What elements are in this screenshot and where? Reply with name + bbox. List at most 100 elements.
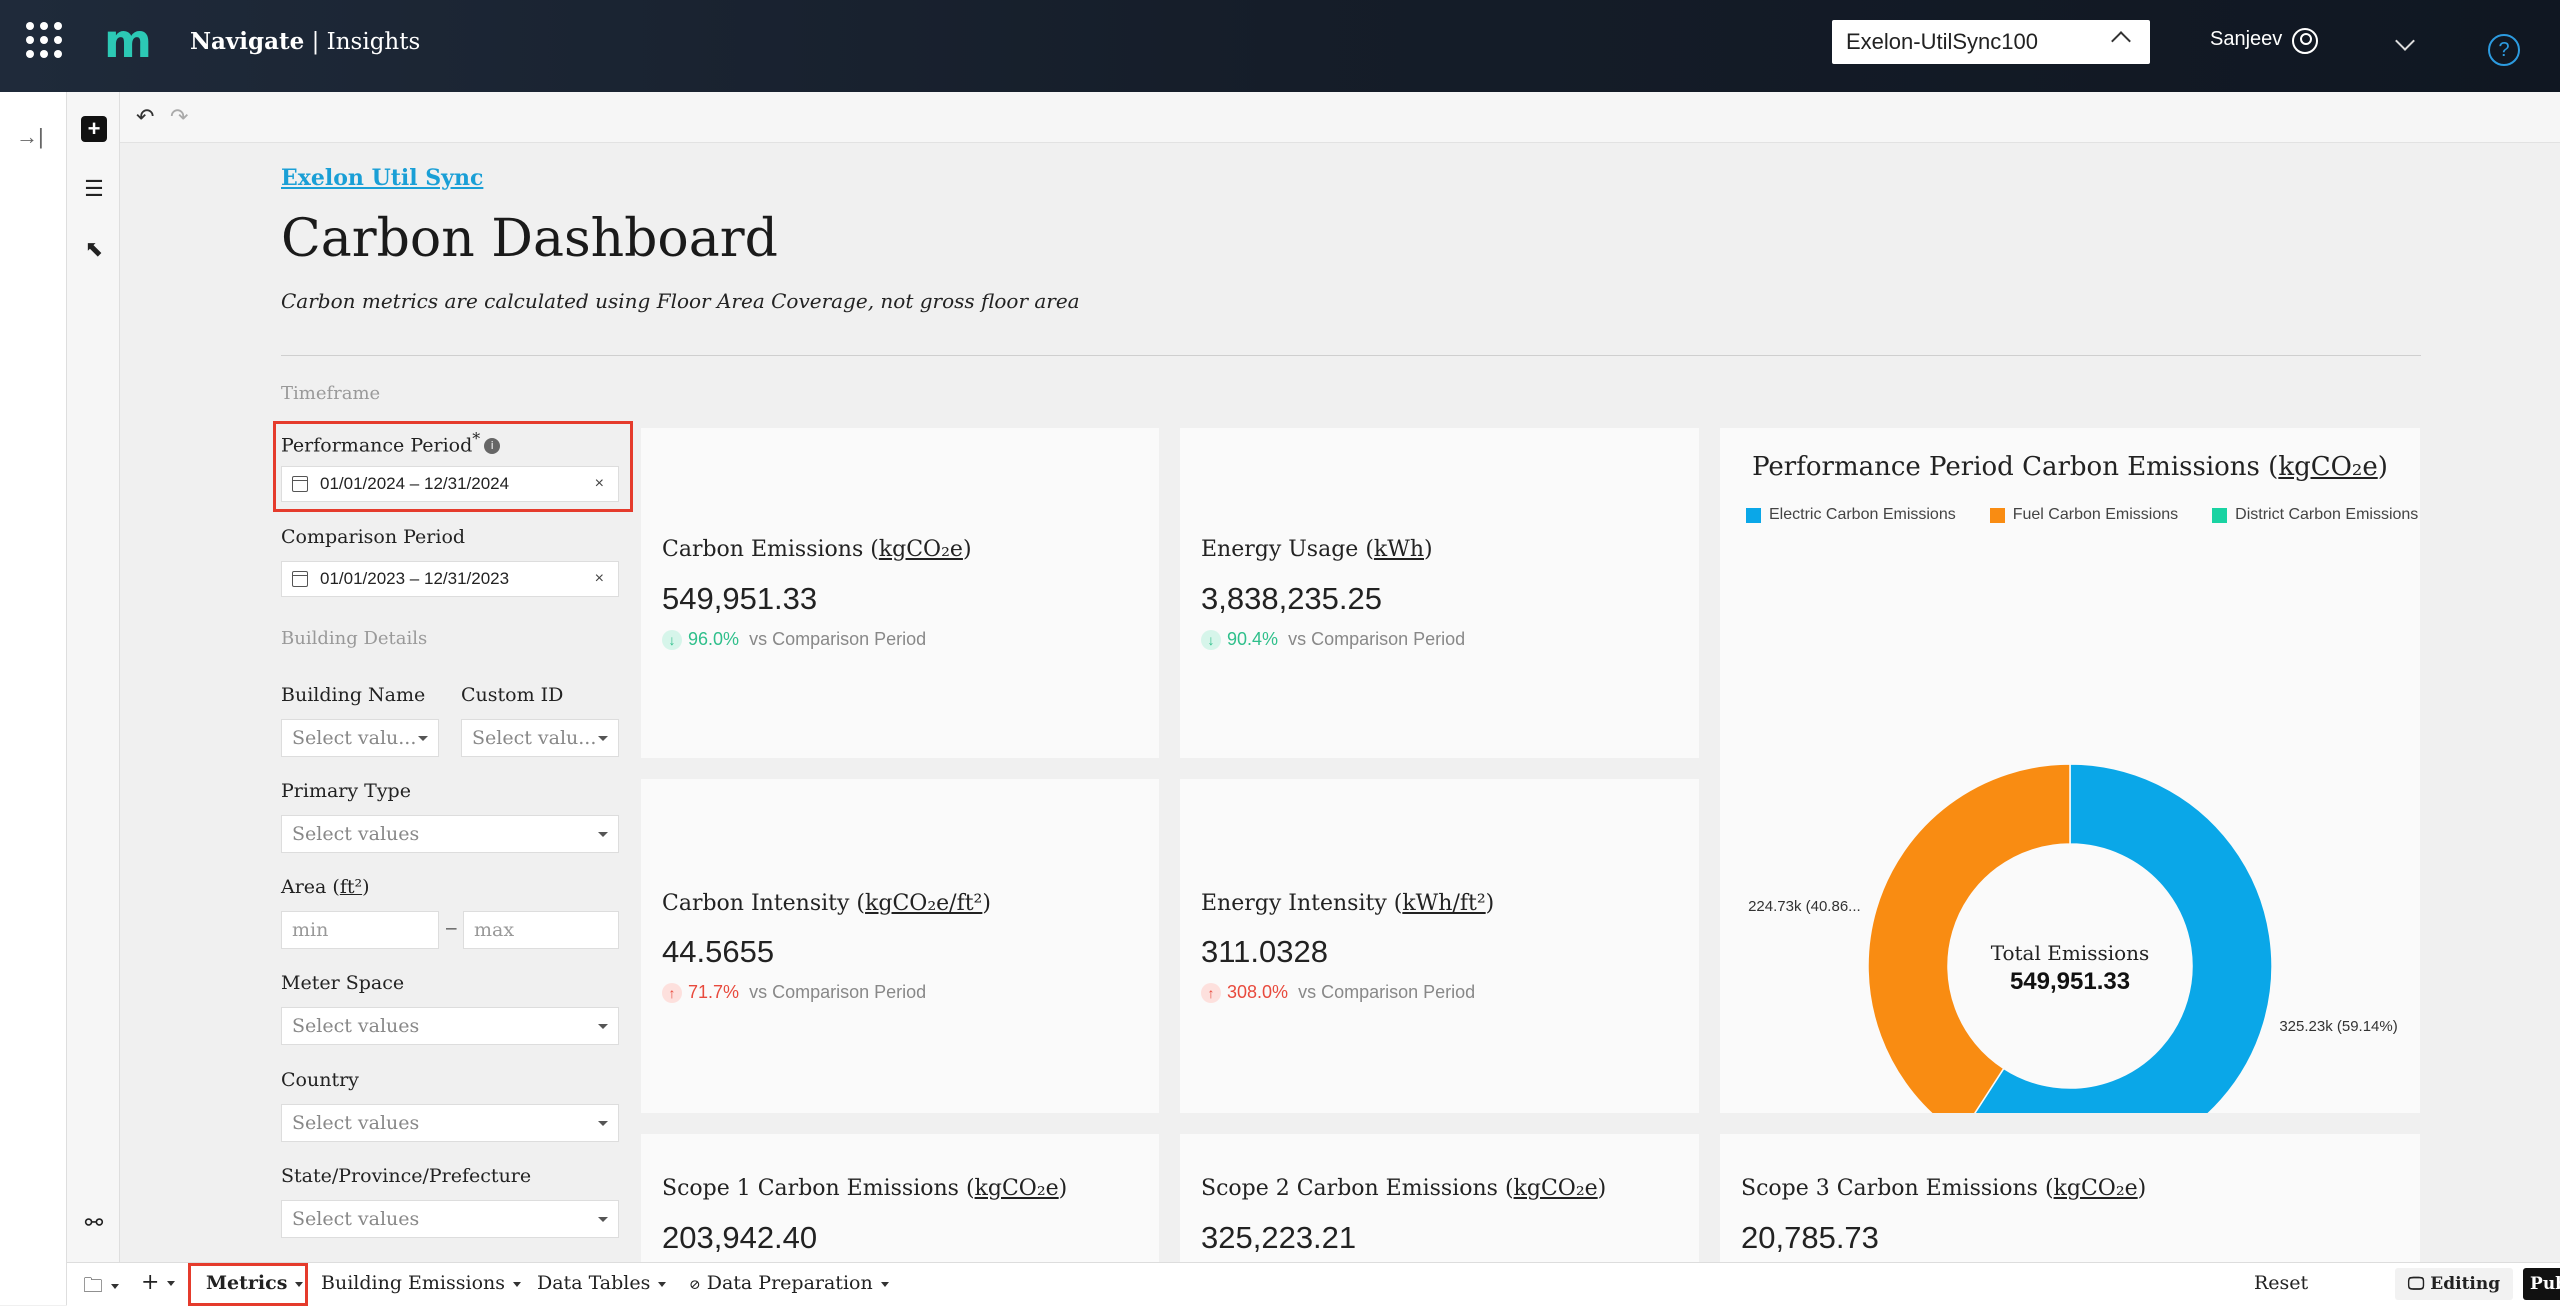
select-cursor-icon[interactable]: ⬉	[84, 236, 104, 261]
help-icon[interactable]: ?	[2488, 34, 2520, 66]
breadcrumb[interactable]: Exelon Util Sync	[281, 165, 484, 191]
arrow-down-icon: ↓	[1201, 630, 1221, 651]
clear-icon[interactable]: ×	[594, 475, 604, 492]
kpi-unit: kgCO₂e	[2053, 1176, 2138, 1201]
kpi-title-text: Energy Usage (	[1201, 537, 1374, 562]
kpi-card-scope2[interactable]: Scope 2 Carbon Emissions (kgCO₂e) 325,22…	[1180, 1134, 1699, 1262]
legend-label: District Carbon Emissions	[2235, 506, 2419, 523]
chevron-down-icon[interactable]	[2395, 31, 2415, 51]
legend-item[interactable]: Electric Carbon Emissions	[1746, 506, 1956, 524]
undo-bar: ↶ ↷	[120, 92, 2560, 143]
clear-icon[interactable]: ×	[594, 570, 604, 587]
area-min-input[interactable]: min	[281, 911, 439, 949]
donut-slice[interactable]	[1960, 763, 2273, 1113]
meter-space-select[interactable]: Select values	[281, 1007, 619, 1045]
chevron-up-icon	[2111, 31, 2131, 51]
redo-icon[interactable]: ↷	[170, 104, 189, 129]
delta-percent: 90.4%	[1227, 629, 1279, 649]
kpi-title: Energy Usage (kWh)	[1201, 537, 1433, 562]
legend-item[interactable]: District Carbon Emissions	[2212, 506, 2418, 524]
tab-data-preparation[interactable]: ⊘ Data Preparation	[689, 1272, 889, 1294]
caret-down-icon	[418, 736, 428, 741]
kpi-unit: kgCO₂e	[878, 537, 963, 562]
apps-grid-icon[interactable]	[26, 22, 62, 58]
kpi-title-text: Scope 3 Carbon Emissions (	[1741, 1176, 2054, 1201]
pages-menu-icon[interactable]: 🗀	[83, 1271, 119, 1305]
custom-id-select[interactable]: Select valu...	[461, 719, 619, 757]
donut-chart: 325.23k (59.14%) 224.73k (40.86... Total E…	[1748, 763, 2398, 1113]
kpi-unit: kWh	[1373, 537, 1425, 562]
kpi-title: Scope 3 Carbon Emissions (kgCO₂e)	[1741, 1176, 2146, 1201]
legend-label: Electric Carbon Emissions	[1769, 506, 1956, 523]
kpi-card-scope1[interactable]: Scope 1 Carbon Emissions (kgCO₂e) 203,94…	[641, 1134, 1159, 1262]
app-logo[interactable]: m	[104, 14, 152, 68]
kpi-card-energy-intensity[interactable]: Energy Intensity (kWh/ft²) 311.0328 ↑ 308…	[1180, 779, 1699, 1113]
divider	[281, 355, 2421, 356]
custom-id-label: Custom ID	[461, 684, 564, 706]
kpi-title-text: Carbon Emissions (	[662, 537, 879, 562]
caret-down-icon	[598, 1121, 608, 1126]
kpi-title-close: )	[1058, 1176, 1068, 1201]
data-lineage-icon[interactable]: ⚯	[84, 1210, 104, 1235]
kpi-card-carbon-intensity[interactable]: Carbon Intensity (kgCO₂e/ft²) 44.5655 ↑ 7…	[641, 779, 1159, 1113]
slice-label: 224.73k (40.86...	[1748, 898, 1861, 915]
chart-card-carbon-emissions[interactable]: Performance Period Carbon Emissions (kgC…	[1720, 428, 2420, 1113]
kpi-card-energy-usage[interactable]: Energy Usage (kWh) 3,838,235.25 ↓ 90.4% v…	[1180, 428, 1699, 758]
chart-title-text: Performance Period Carbon Emissions (	[1752, 452, 2279, 482]
expand-panel-icon[interactable]: →|	[16, 124, 44, 149]
kpi-value: 20,785.73	[1741, 1220, 1879, 1255]
tab-metrics[interactable]: Metrics	[206, 1272, 304, 1294]
kpi-delta: ↓ 90.4% vs Comparison Period	[1201, 629, 1465, 651]
tenant-select[interactable]: Exelon-UtilSync100	[1832, 20, 2150, 64]
legend-label: Fuel Carbon Emissions	[2012, 506, 2179, 523]
area-label-unit: ft²	[339, 876, 363, 898]
top-bar: m Navigate | Insights Exelon-UtilSync100…	[0, 0, 2560, 92]
brand-primary: Navigate	[190, 28, 305, 55]
kpi-title-close: )	[2137, 1176, 2147, 1201]
kpi-title-text: Scope 2 Carbon Emissions (	[1201, 1176, 1514, 1201]
performance-period-input[interactable]: 01/01/2024 – 12/31/2024 ×	[281, 466, 619, 502]
state-placeholder: Select values	[292, 1208, 420, 1230]
donut-slice[interactable]	[1867, 763, 2071, 1113]
caret-down-icon	[598, 1217, 608, 1222]
user-icon[interactable]	[2292, 28, 2318, 54]
publish-button[interactable]: Publish	[2523, 1268, 2560, 1300]
add-element-icon[interactable]: +	[81, 116, 107, 142]
area-label: Area (ft²)	[281, 876, 370, 898]
performance-period-label: Performance Period* i	[281, 429, 501, 456]
info-icon[interactable]: i	[484, 438, 501, 455]
kpi-card-carbon-emissions[interactable]: Carbon Emissions (kgCO₂e) 549,951.33 ↓ 96…	[641, 428, 1159, 758]
kpi-title: Energy Intensity (kWh/ft²)	[1201, 891, 1494, 916]
tab-label: Data Preparation	[706, 1272, 873, 1294]
building-name-select[interactable]: Select valu...	[281, 719, 439, 757]
chart-title-suffix: )	[2377, 452, 2388, 482]
reset-button[interactable]: Reset	[2254, 1272, 2309, 1294]
user-name[interactable]: Sanjeev	[2210, 28, 2283, 50]
editing-button[interactable]: 🖵 Editing	[2395, 1268, 2513, 1300]
eye-off-icon: ⊘	[689, 1277, 701, 1293]
arrow-up-icon: ↑	[1201, 983, 1221, 1004]
legend-item[interactable]: Fuel Carbon Emissions	[1989, 506, 2179, 524]
chart-legend: Electric Carbon Emissions Fuel Carbon Emi…	[1746, 506, 2418, 524]
primary-type-placeholder: Select values	[292, 823, 420, 845]
state-select[interactable]: Select values	[281, 1200, 619, 1238]
tab-data-tables[interactable]: Data Tables	[537, 1272, 667, 1294]
primary-type-select[interactable]: Select values	[281, 815, 619, 853]
area-max-input[interactable]: max	[463, 911, 619, 949]
add-page-label: +	[141, 1270, 160, 1295]
add-page-button[interactable]: +	[141, 1270, 176, 1295]
tab-building-emissions[interactable]: Building Emissions	[321, 1272, 521, 1294]
kpi-card-scope3[interactable]: Scope 3 Carbon Emissions (kgCO₂e) 20,785…	[1720, 1134, 2420, 1262]
country-select[interactable]: Select values	[281, 1104, 619, 1142]
kpi-title-text: Carbon Intensity (	[662, 891, 866, 916]
comparison-period-input[interactable]: 01/01/2023 – 12/31/2023 ×	[281, 561, 619, 597]
delta-caption: vs Comparison Period	[1298, 982, 1476, 1002]
meter-space-label: Meter Space	[281, 972, 405, 994]
custom-id-placeholder: Select valu...	[472, 727, 597, 749]
building-details-label: Building Details	[281, 628, 428, 649]
legend-swatch	[1746, 507, 1761, 523]
calendar-icon	[292, 476, 308, 492]
undo-icon[interactable]: ↶	[136, 104, 155, 129]
outline-icon[interactable]: ☰	[84, 176, 104, 201]
kpi-value: 44.5655	[662, 934, 775, 969]
